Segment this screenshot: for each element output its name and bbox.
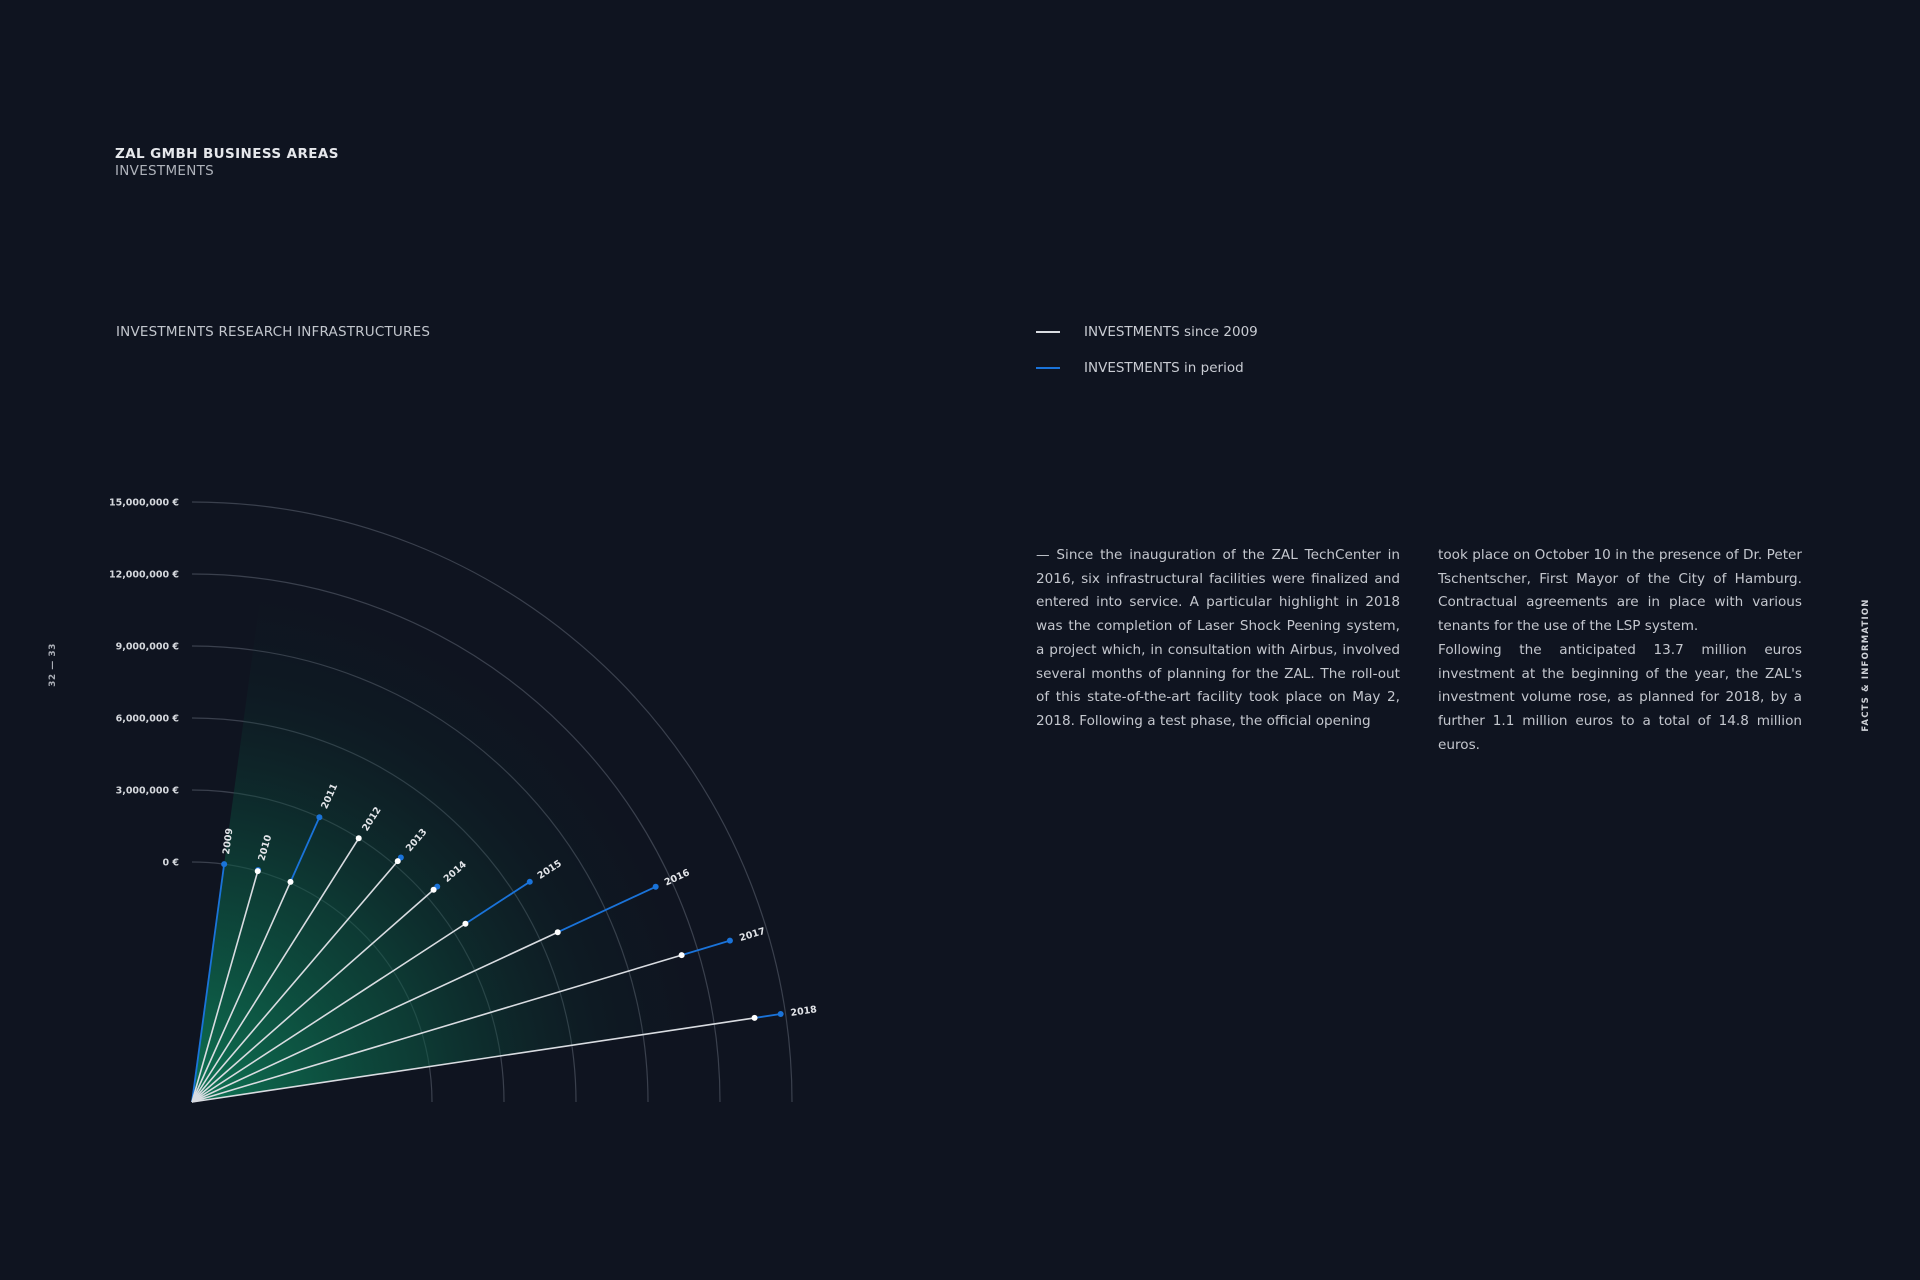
period-point — [316, 814, 323, 821]
period-line — [464, 881, 531, 925]
cumulative-line — [191, 837, 360, 1103]
spoke-2017: 2017 — [191, 926, 767, 1103]
cumulative-point — [254, 868, 261, 875]
radial-tick-label: 0 € — [162, 858, 179, 869]
cumulative-line — [191, 870, 259, 1103]
gradient-fan-wedge — [192, 566, 727, 1102]
year-label: 2017 — [738, 926, 766, 944]
period-line — [754, 1013, 781, 1019]
cumulative-line — [191, 889, 435, 1103]
cumulative-point — [430, 886, 437, 893]
paragraph: took place on October 10 in the presence… — [1438, 547, 1802, 635]
grid-arc — [191, 501, 793, 1103]
period-point — [777, 1011, 784, 1018]
year-label: 2018 — [790, 1004, 818, 1019]
cumulative-point — [394, 858, 401, 865]
text-column-2: took place on October 10 in the presence… — [1438, 544, 1802, 757]
period-line — [289, 816, 321, 883]
cumulative-point — [355, 835, 362, 842]
period-line — [557, 885, 657, 934]
period-point — [652, 883, 659, 890]
period-point — [526, 878, 533, 885]
cumulative-line — [191, 860, 399, 1103]
text-column-1: — Since the inauguration of the ZAL Tech… — [1036, 544, 1400, 734]
section-title: ZAL GMBH BUSINESS AREAS — [115, 146, 339, 162]
legend-label: INVESTMENTS since 2009 — [1084, 324, 1258, 340]
period-line — [681, 939, 731, 956]
radial-tick-label: 9,000,000 € — [116, 642, 179, 653]
paragraph: — Since the inauguration of the ZAL Tech… — [1036, 547, 1400, 729]
radial-tick-label: 15,000,000 € — [109, 498, 179, 509]
cumulative-line — [191, 881, 292, 1103]
cumulative-point — [554, 929, 561, 936]
axis-labels: 0 € 3,000,000 € 6,000,000 € 9,000,000 € 12,0… — [109, 498, 179, 869]
cumulative-point — [678, 952, 685, 959]
legend-item-since-2009: INVESTMENTS since 2009 — [1036, 324, 1258, 340]
spoke-2018: 2018 — [191, 1004, 818, 1103]
legend-white-line-icon — [1036, 331, 1060, 333]
cumulative-line — [191, 954, 682, 1103]
cumulative-line — [191, 931, 559, 1103]
radial-tick-label: 12,000,000 € — [109, 570, 179, 581]
cumulative-point — [462, 920, 469, 927]
legend-item-in-period: INVESTMENTS in period — [1036, 360, 1244, 376]
year-label: 2009 — [221, 827, 235, 855]
spoke-2009: 2009 — [191, 827, 235, 1103]
period-point — [726, 937, 733, 944]
cumulative-point — [751, 1014, 758, 1021]
chart-title: INVESTMENTS RESEARCH INFRASTRUCTURES — [116, 324, 431, 340]
cumulative-line — [191, 923, 466, 1103]
radial-tick-label: 3,000,000 € — [116, 786, 179, 797]
cumulative-line — [191, 1017, 755, 1103]
cumulative-point — [287, 878, 294, 885]
legend-blue-line-icon — [1036, 367, 1060, 369]
period-line — [191, 864, 226, 1103]
paragraph: Following the anticipated 13.7 million e… — [1438, 641, 1802, 753]
gradient-fan — [192, 566, 727, 1102]
period-point — [221, 861, 228, 868]
section-subtitle: INVESTMENTS — [115, 163, 215, 179]
legend-label: INVESTMENTS in period — [1084, 360, 1244, 376]
radial-tick-label: 6,000,000 € — [116, 714, 179, 725]
